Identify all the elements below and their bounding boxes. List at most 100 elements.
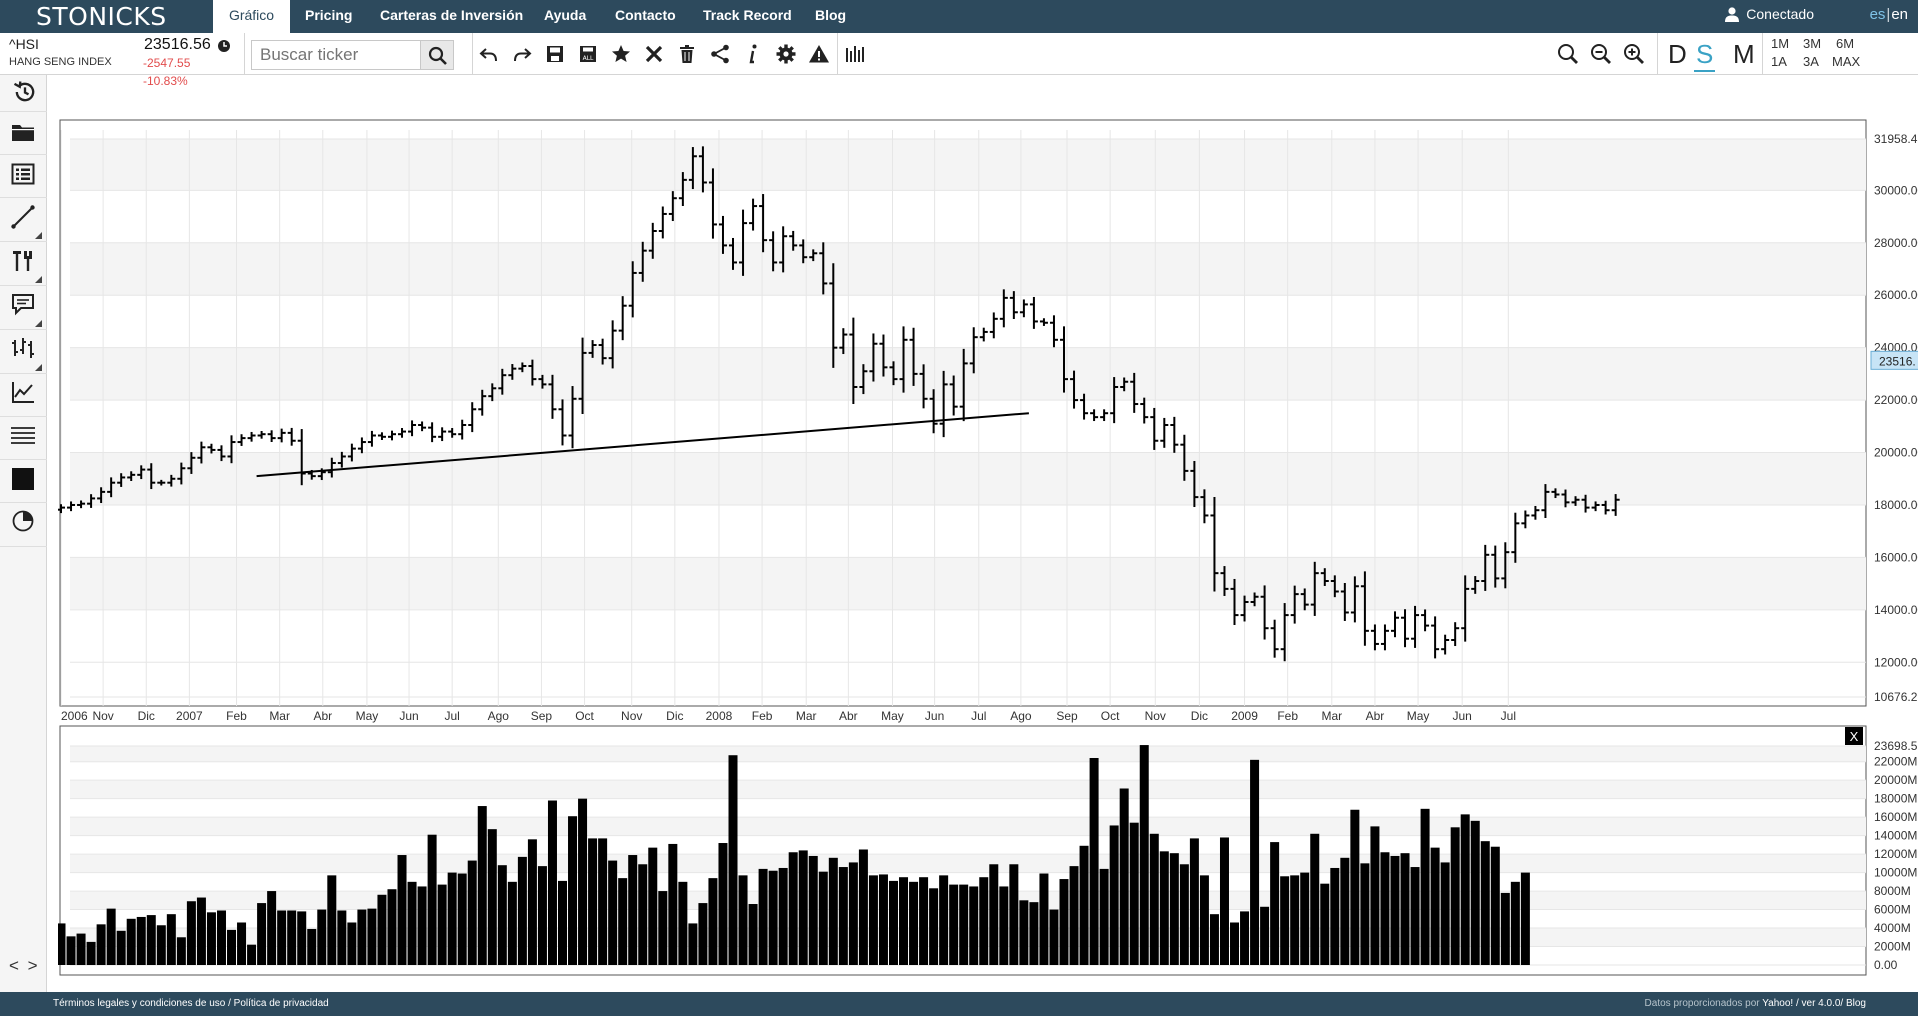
ohlc-bar bbox=[508, 364, 517, 380]
volume-bar bbox=[327, 875, 337, 965]
horizontal-lines-icon[interactable] bbox=[9, 422, 37, 450]
volume-bar bbox=[136, 916, 146, 965]
undo-icon[interactable] bbox=[477, 42, 501, 66]
indicators-icon[interactable] bbox=[843, 42, 867, 66]
zoom-fit-icon[interactable] bbox=[1556, 42, 1580, 66]
footer-data-links[interactable]: Yahoo! / ver 4.0.0/ Blog bbox=[1762, 998, 1866, 1009]
sidebar-divider bbox=[0, 154, 47, 155]
price-x-tick-label: Ago bbox=[488, 709, 510, 723]
logo[interactable]: STONICKS bbox=[36, 2, 167, 31]
nav-pricing[interactable]: Pricing bbox=[305, 7, 353, 23]
volume-bar bbox=[86, 941, 96, 965]
volume-bar bbox=[1139, 745, 1149, 965]
clock-icon[interactable] bbox=[217, 39, 231, 58]
warning-icon[interactable] bbox=[807, 42, 831, 66]
ohlc-bar bbox=[137, 465, 146, 480]
redo-icon[interactable] bbox=[510, 42, 534, 66]
price-grid-band bbox=[70, 242, 1866, 296]
volume-bar bbox=[1270, 842, 1280, 965]
ohlc-bar bbox=[418, 421, 427, 432]
range-6m[interactable]: 6M bbox=[1836, 36, 1855, 51]
close-icon[interactable] bbox=[642, 42, 666, 66]
volume-bar bbox=[1039, 873, 1049, 965]
volume-bar bbox=[1280, 876, 1290, 965]
ticker-symbol: ^HSI bbox=[9, 36, 39, 52]
ohlc-bar bbox=[77, 500, 86, 509]
lang-es[interactable]: es bbox=[1869, 6, 1886, 23]
range-max[interactable]: MAX bbox=[1832, 54, 1861, 69]
price-x-tick-label: Nov bbox=[621, 709, 642, 723]
nav-blog[interactable]: Blog bbox=[815, 7, 847, 23]
submenu-indicator bbox=[35, 232, 42, 239]
range-1a[interactable]: 1A bbox=[1771, 54, 1787, 69]
user-status[interactable]: Conectado bbox=[1724, 0, 1814, 33]
search-input[interactable] bbox=[251, 40, 420, 70]
volume-bar bbox=[788, 852, 798, 965]
sidebar-divider bbox=[0, 285, 47, 286]
line-chart-icon[interactable] bbox=[9, 378, 37, 406]
tools-icon[interactable] bbox=[9, 247, 37, 275]
ohlc-bar bbox=[779, 226, 788, 273]
ohlc-bar bbox=[1080, 393, 1089, 420]
ohlc-bar bbox=[448, 428, 457, 438]
info-icon[interactable] bbox=[741, 42, 765, 66]
price-x-tick-label: May bbox=[881, 709, 904, 723]
chart-area[interactable]: 31958.4130000.0028000.0026000.0024000.00… bbox=[58, 118, 1918, 978]
price-x-tick-label: Nov bbox=[92, 709, 113, 723]
ohlc-bar bbox=[688, 147, 697, 190]
interval-monthly[interactable]: M bbox=[1733, 39, 1755, 69]
interval-weekly[interactable]: S bbox=[1694, 39, 1716, 72]
volume-bar bbox=[437, 884, 447, 965]
nav-track-record[interactable]: Track Record bbox=[703, 7, 792, 23]
sidebar-nav-arrows[interactable]: < > bbox=[9, 956, 40, 975]
last-price-tag-label: 23516. bbox=[1879, 354, 1916, 368]
settings-icon[interactable] bbox=[774, 42, 798, 66]
price-y-tick-label: 26000.00 bbox=[1874, 288, 1918, 302]
zoom-out-icon[interactable] bbox=[1589, 42, 1613, 66]
volume-bar bbox=[257, 903, 267, 965]
share-icon[interactable] bbox=[708, 42, 732, 66]
volume-bar bbox=[718, 843, 728, 965]
nav-ayuda[interactable]: Ayuda bbox=[544, 7, 587, 23]
nav-carteras[interactable]: Carteras de Inversión bbox=[380, 7, 524, 23]
range-3m[interactable]: 3M bbox=[1803, 36, 1822, 51]
price-x-tick-label: Jul bbox=[444, 709, 459, 723]
search-button[interactable] bbox=[420, 40, 454, 70]
trash-icon[interactable] bbox=[675, 42, 699, 66]
volume-bar bbox=[267, 891, 277, 965]
folder-icon[interactable] bbox=[9, 118, 37, 146]
nav-contacto[interactable]: Contacto bbox=[615, 7, 676, 23]
lang-en[interactable]: en bbox=[1891, 6, 1908, 23]
ohlc-bar bbox=[839, 328, 848, 355]
price-x-tick-label: Feb bbox=[226, 709, 247, 723]
history-icon[interactable] bbox=[11, 78, 35, 102]
volume-bar bbox=[347, 922, 357, 965]
interval-daily[interactable]: D bbox=[1668, 39, 1687, 69]
list-icon[interactable] bbox=[9, 160, 37, 188]
volume-bar bbox=[648, 847, 658, 965]
range-3a[interactable]: 3A bbox=[1803, 54, 1819, 69]
ohlc-bar bbox=[58, 504, 65, 514]
nav-grafico[interactable]: Gráfico bbox=[213, 0, 290, 33]
trendline-icon[interactable] bbox=[9, 203, 37, 231]
bars-icon[interactable] bbox=[9, 334, 37, 362]
range-1m[interactable]: 1M bbox=[1771, 36, 1790, 51]
star-icon[interactable] bbox=[609, 42, 633, 66]
ohlc-bar bbox=[1501, 542, 1510, 589]
volume-bar bbox=[507, 881, 517, 965]
pie-icon[interactable] bbox=[9, 507, 37, 535]
ohlc-bar bbox=[327, 457, 336, 478]
footer-legal-link[interactable]: Términos legales y condiciones de uso / … bbox=[53, 998, 329, 1009]
comment-icon[interactable] bbox=[9, 290, 37, 318]
volume-y-tick-label: 16000M bbox=[1874, 810, 1917, 824]
zoom-in-icon[interactable] bbox=[1622, 42, 1646, 66]
volume-close-button[interactable]: X bbox=[1845, 727, 1863, 745]
save-icon[interactable] bbox=[543, 42, 567, 66]
square-icon[interactable] bbox=[9, 465, 37, 493]
ohlc-bar bbox=[1401, 609, 1410, 648]
ohlc-bar bbox=[387, 430, 396, 441]
ohlc-bar bbox=[528, 359, 537, 386]
price-x-tick-label: Jul bbox=[971, 709, 986, 723]
save-all-icon[interactable]: ALL bbox=[576, 42, 600, 66]
